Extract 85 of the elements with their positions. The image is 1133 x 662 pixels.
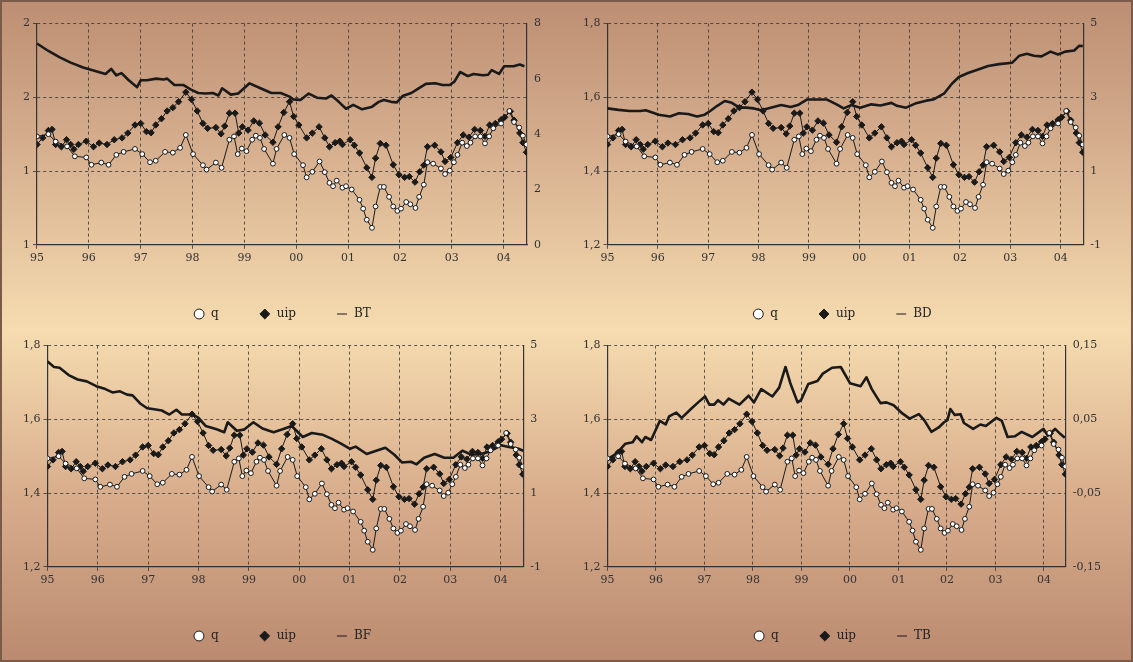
y2-tick-label: 8 bbox=[534, 16, 541, 30]
x-tick-label: 04 bbox=[496, 251, 511, 265]
x-tick-label: 03 bbox=[444, 251, 459, 265]
y-tick-label: 1,4 bbox=[582, 163, 601, 177]
y-tick-label: 1,2 bbox=[22, 559, 41, 573]
x-tick-label: 96 bbox=[648, 573, 663, 587]
y-tick-label: 1 bbox=[23, 237, 30, 251]
y-tick-label: 1,8 bbox=[582, 338, 601, 352]
x-tick-label: 97 bbox=[701, 251, 716, 265]
x-tick-label: 99 bbox=[794, 573, 809, 587]
y-tick-label: 1,8 bbox=[582, 16, 601, 30]
x-tick-label: 00 bbox=[852, 251, 867, 265]
x-tick-label: 00 bbox=[289, 251, 304, 265]
y2-tick-label: 3 bbox=[1090, 90, 1098, 104]
legend-label: BF bbox=[353, 628, 372, 643]
legend-label: TB bbox=[914, 628, 932, 643]
y2-tick-label: 0,05 bbox=[1072, 412, 1098, 426]
y2-tick-label: 0 bbox=[534, 237, 541, 251]
y2-tick-label: 4 bbox=[534, 127, 541, 141]
legend-label: uip bbox=[276, 628, 297, 643]
x-tick-label: 04 bbox=[1036, 573, 1051, 587]
x-tick-label: 97 bbox=[133, 251, 148, 265]
legend-label: q bbox=[210, 628, 219, 643]
y2-tick-label: 2 bbox=[534, 182, 541, 196]
x-tick-label: 98 bbox=[745, 573, 760, 587]
x-tick-label: 98 bbox=[751, 251, 766, 265]
x-tick-label: 98 bbox=[185, 251, 200, 265]
y-tick-label: 1,6 bbox=[582, 412, 601, 426]
y2-tick-label: 1 bbox=[530, 485, 538, 499]
x-tick-label: 97 bbox=[697, 573, 712, 587]
x-tick-label: 04 bbox=[493, 573, 508, 587]
x-tick-label: 99 bbox=[241, 573, 256, 587]
x-tick-label: 04 bbox=[1053, 251, 1068, 265]
legend-label: uip bbox=[276, 306, 297, 321]
x-tick-label: 01 bbox=[902, 251, 917, 265]
y2-tick-label: 5 bbox=[530, 338, 538, 352]
y-tick-label: 1,4 bbox=[22, 485, 41, 499]
y2-tick-label: -0,05 bbox=[1072, 485, 1102, 499]
x-tick-label: 96 bbox=[650, 251, 665, 265]
legend-label: q bbox=[211, 306, 220, 321]
y-tick-label: 1,2 bbox=[582, 237, 601, 251]
x-tick-label: 01 bbox=[341, 251, 356, 265]
legend-label: q bbox=[771, 628, 780, 643]
legend-label: q bbox=[770, 306, 779, 321]
y-tick-label: 1,2 bbox=[582, 559, 601, 573]
x-tick-label: 00 bbox=[842, 573, 857, 587]
x-tick-label: 98 bbox=[191, 573, 206, 587]
y-tick-label: 1,4 bbox=[582, 485, 601, 499]
x-tick-label: 02 bbox=[392, 251, 407, 265]
x-tick-label: 03 bbox=[443, 573, 458, 587]
y-tick-label: 1,6 bbox=[582, 90, 601, 104]
x-tick-label: 01 bbox=[342, 573, 357, 587]
legend-label: uip bbox=[836, 306, 856, 321]
legend-label: BT bbox=[354, 306, 371, 321]
y-tick-label: 1,6 bbox=[22, 412, 41, 426]
x-tick-label: 99 bbox=[237, 251, 252, 265]
y-tick-label: 1 bbox=[23, 163, 30, 177]
y2-tick-label: 3 bbox=[530, 412, 538, 426]
x-tick-label: 96 bbox=[81, 251, 96, 265]
x-tick-label: 97 bbox=[141, 573, 156, 587]
x-tick-label: 02 bbox=[392, 573, 407, 587]
x-tick-label: 95 bbox=[30, 251, 44, 265]
y-tick-label: 1,8 bbox=[22, 338, 41, 352]
x-tick-label: 03 bbox=[988, 573, 1003, 587]
legend-label: BD bbox=[913, 306, 932, 321]
y2-tick-label: -1 bbox=[1090, 237, 1101, 251]
y2-tick-label: -0,15 bbox=[1072, 559, 1102, 573]
y2-tick-label: 5 bbox=[1090, 16, 1098, 30]
y2-tick-label: 6 bbox=[534, 71, 541, 85]
x-tick-label: 03 bbox=[1003, 251, 1018, 265]
y2-tick-label: 1 bbox=[1090, 163, 1098, 177]
x-tick-label: 95 bbox=[600, 251, 615, 265]
x-tick-label: 02 bbox=[952, 251, 967, 265]
legend-label: uip bbox=[836, 628, 857, 643]
y-tick-label: 2 bbox=[23, 90, 30, 104]
x-tick-label: 95 bbox=[600, 573, 615, 587]
x-tick-label: 96 bbox=[90, 573, 105, 587]
x-tick-label: 95 bbox=[40, 573, 55, 587]
x-tick-label: 99 bbox=[801, 251, 816, 265]
x-tick-label: 02 bbox=[939, 573, 954, 587]
y-tick-label: 2 bbox=[23, 16, 30, 30]
x-tick-label: 00 bbox=[292, 573, 307, 587]
x-tick-label: 01 bbox=[891, 573, 906, 587]
y2-tick-label: 0,15 bbox=[1072, 338, 1098, 352]
y2-tick-label: -1 bbox=[530, 559, 541, 573]
